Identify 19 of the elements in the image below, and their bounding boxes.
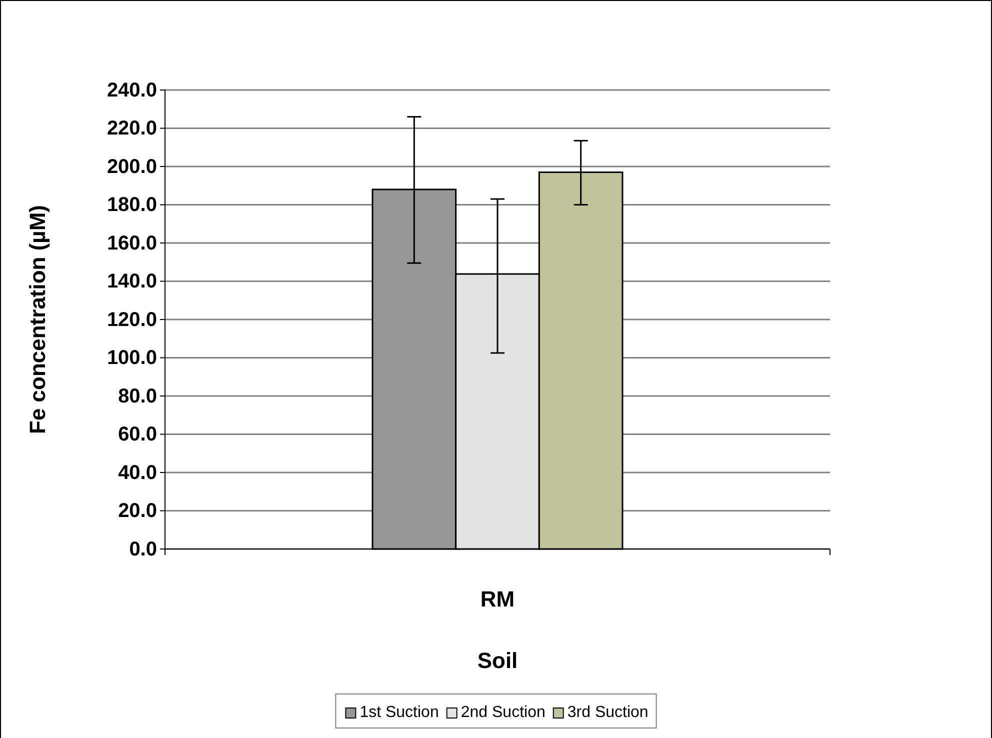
y-tick-label: 80.0 [118,385,157,408]
y-tick-label: 20.0 [118,500,157,522]
y-tick-label: 200.0 [106,156,157,178]
legend-label: 1st Suction [360,704,439,721]
y-tick-label: 180.0 [106,194,157,216]
y-tick-label: 120.0 [106,308,157,331]
y-axis-title: Fe concentration (µM) [25,204,50,434]
y-tick-label: 0.0 [129,538,157,560]
x-tick-label: RM [480,586,515,612]
y-tick-label: 220.0 [106,118,157,140]
legend-label: 2nd Suction [460,704,546,721]
legend-label: 3rd Suction [567,704,648,721]
y-tick-label: 40.0 [118,462,157,484]
y-tick-label: 240.0 [106,79,157,102]
y-tick-label: 160.0 [106,232,157,254]
y-tick-label: 140.0 [106,270,157,293]
y-tick-label: 60.0 [118,424,157,446]
y-tick-label: 100.0 [106,347,157,370]
x-axis-title: Soil [477,648,518,673]
